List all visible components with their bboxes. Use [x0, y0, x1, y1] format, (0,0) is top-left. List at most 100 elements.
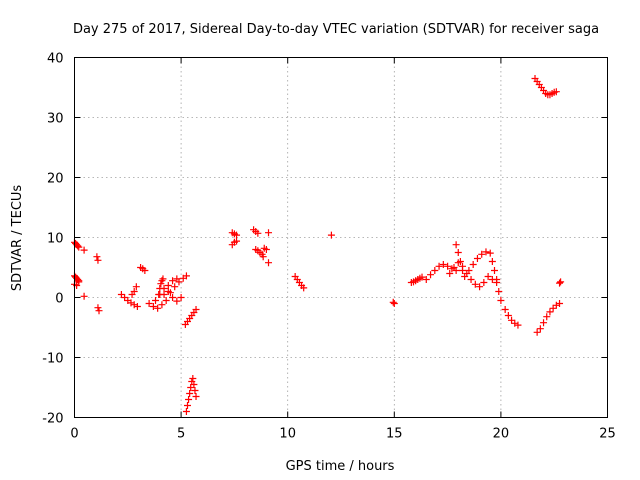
data-point [95, 307, 103, 315]
data-point [141, 267, 149, 274]
data-point [422, 276, 430, 283]
x-axis-label: GPS time / hours [286, 459, 395, 474]
data-point [93, 253, 101, 261]
data-point [514, 321, 522, 329]
data-point [192, 306, 200, 313]
data-point [482, 248, 490, 256]
y-tick-label: 20 [47, 172, 64, 187]
data-point [456, 258, 464, 265]
data-point [501, 306, 509, 313]
data-point [536, 325, 544, 333]
data-point [418, 273, 426, 281]
data-point [484, 273, 492, 280]
axis-ticks: 0 5 10 15 20 25 -20 -10 0 10 20 30 40 [42, 52, 616, 442]
data-point [154, 304, 162, 312]
data-point [465, 267, 473, 274]
data-point [556, 300, 564, 307]
data-point [480, 279, 488, 286]
data-point [149, 303, 157, 310]
y-tick-label: 0 [55, 292, 63, 307]
data-point [557, 278, 565, 286]
x-tick-label: 0 [70, 427, 78, 442]
data-point [182, 272, 190, 280]
data-point [145, 300, 153, 307]
data-point [158, 301, 166, 309]
data-point [497, 297, 505, 304]
data-point [495, 288, 503, 295]
data-point [390, 300, 398, 307]
data-point [446, 270, 454, 277]
data-point [164, 282, 172, 289]
data-point [171, 283, 179, 291]
data-point [233, 237, 241, 245]
x-tick-label: 10 [279, 427, 296, 442]
data-point [80, 292, 88, 300]
data-point [552, 88, 560, 96]
data-point [454, 249, 462, 256]
data-point [469, 261, 477, 268]
data-point [265, 229, 273, 237]
data-point [130, 288, 138, 295]
data-point [467, 276, 475, 283]
data-point [327, 231, 335, 239]
data-point [493, 276, 501, 283]
data-point [191, 387, 199, 394]
data-point [117, 291, 125, 298]
data-point [186, 390, 194, 397]
data-point [133, 303, 141, 310]
data-point [233, 231, 241, 239]
data-point [169, 277, 177, 285]
data-point [162, 297, 170, 304]
data-point [259, 253, 267, 261]
data-point [549, 304, 557, 312]
data-point [152, 297, 160, 304]
y-tick-label: -10 [42, 352, 63, 367]
data-point [556, 279, 564, 287]
data-point [187, 384, 195, 391]
x-tick-label: 5 [177, 427, 185, 442]
chart-title: Day 275 of 2017, Sidereal Day-to-day VTE… [73, 22, 599, 37]
data-point [75, 243, 83, 251]
data-point [74, 242, 82, 250]
data-point [486, 249, 494, 257]
data-point [508, 316, 516, 324]
data-point [182, 408, 190, 415]
data-point [157, 280, 165, 288]
data-point [491, 267, 499, 274]
data-point [546, 308, 554, 316]
data-point [254, 229, 262, 237]
data-point [439, 261, 447, 268]
data-point [444, 262, 452, 270]
data-point [173, 275, 181, 283]
data-point [543, 313, 551, 321]
y-tick-label: -20 [42, 412, 63, 427]
data-point [177, 294, 185, 301]
y-tick-label: 10 [47, 232, 64, 247]
data-point [533, 328, 541, 336]
data-point [265, 259, 273, 267]
grid [74, 57, 608, 418]
data-point [156, 285, 164, 292]
data-point [461, 273, 469, 280]
x-tick-label: 25 [599, 427, 616, 442]
data-point [300, 284, 308, 292]
data-point [504, 312, 512, 319]
data-point [132, 283, 140, 291]
data-point [164, 288, 172, 295]
data-point [262, 246, 270, 253]
data-point [471, 280, 479, 288]
data-point [173, 297, 181, 305]
data-point [540, 319, 548, 327]
data-point [192, 393, 200, 400]
data-point [435, 262, 443, 270]
data-point [94, 304, 102, 312]
data-point [121, 294, 129, 301]
data-point [389, 298, 397, 306]
data-point [94, 256, 102, 264]
x-tick-label: 20 [493, 427, 510, 442]
data-point [450, 264, 458, 271]
data-point [190, 381, 198, 388]
data-point [488, 258, 496, 265]
